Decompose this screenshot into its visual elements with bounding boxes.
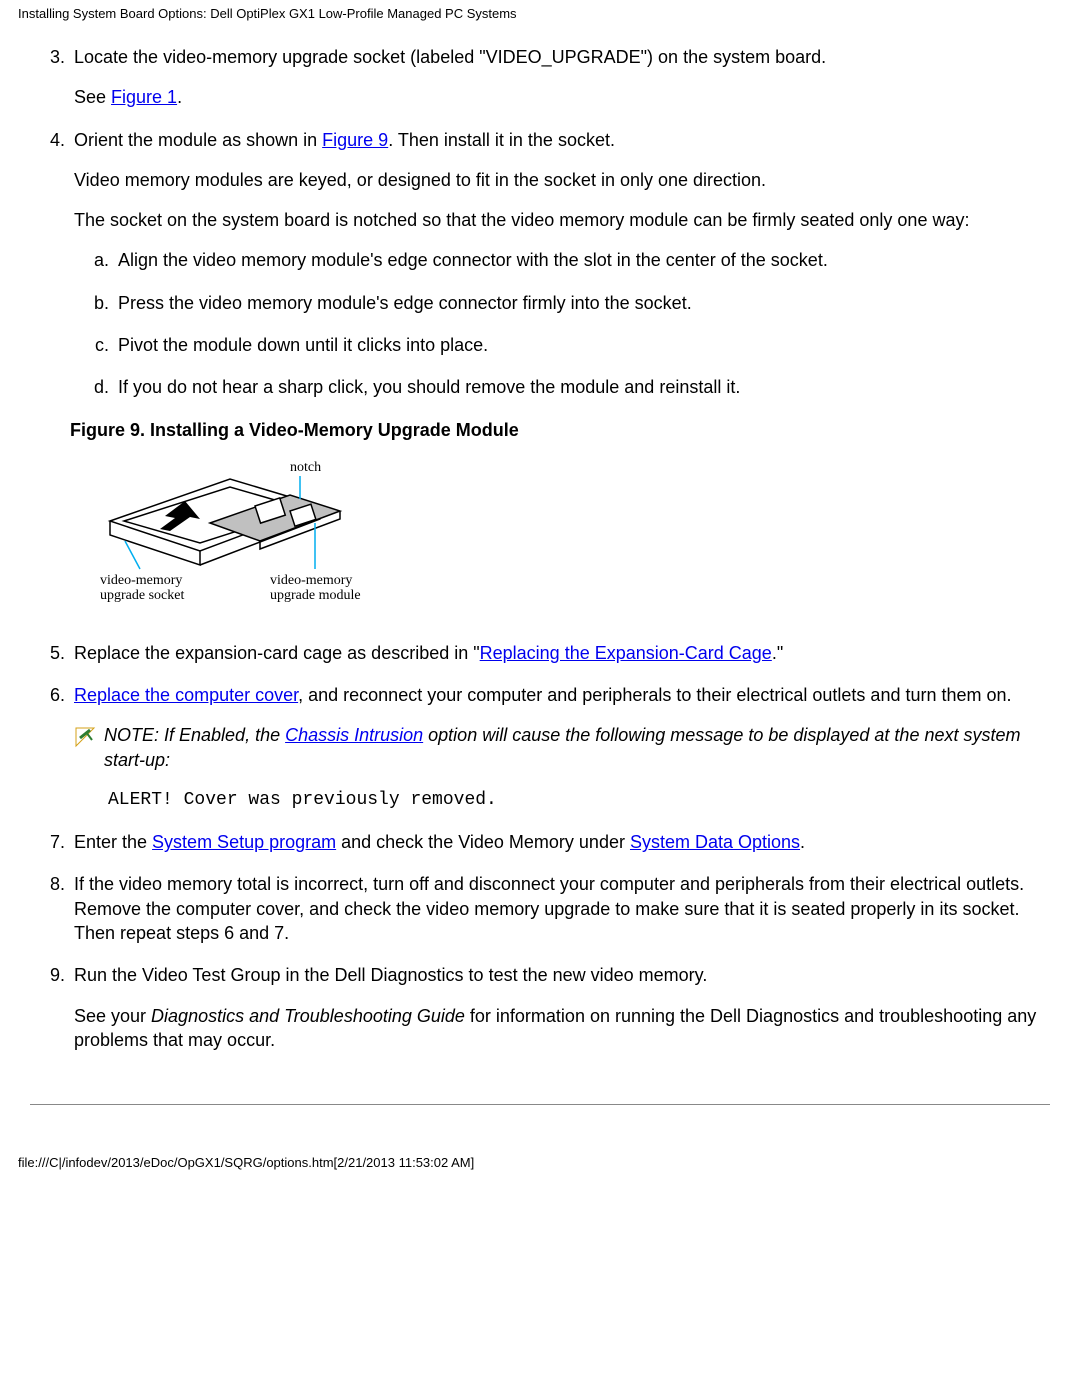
main-content: Locate the video-memory upgrade socket (… bbox=[0, 25, 1080, 1080]
instruction-list-cont: Replace the expansion-card cage as descr… bbox=[30, 641, 1050, 1053]
step-8: If the video memory total is incorrect, … bbox=[70, 872, 1050, 945]
step-4a: Align the video memory module's edge con… bbox=[114, 248, 1050, 272]
step-4-p1: Video memory modules are keyed, or desig… bbox=[74, 168, 1050, 192]
figure-9-diagram: notch video-memory upgrade socket video-… bbox=[90, 451, 370, 621]
alert-message: ALERT! Cover was previously removed. bbox=[108, 788, 1050, 812]
label-socket-1: video-memory bbox=[100, 573, 182, 588]
note-text: NOTE: If Enabled, the Chassis Intrusion … bbox=[104, 723, 1050, 772]
page-header: Installing System Board Options: Dell Op… bbox=[0, 0, 1080, 25]
figure-1-link[interactable]: Figure 1 bbox=[111, 87, 177, 107]
system-setup-link[interactable]: System Setup program bbox=[152, 832, 336, 852]
diagnostics-guide-title: Diagnostics and Troubleshooting Guide bbox=[151, 1006, 465, 1026]
replace-cover-link[interactable]: Replace the computer cover bbox=[74, 685, 298, 705]
step-3-see: See Figure 1. bbox=[74, 85, 1050, 109]
system-data-options-link[interactable]: System Data Options bbox=[630, 832, 800, 852]
step-9-p: See your Diagnostics and Troubleshooting… bbox=[74, 1004, 1050, 1053]
page-footer: file:///C|/infodev/2013/eDoc/OpGX1/SQRG/… bbox=[0, 1115, 1080, 1180]
step-7: Enter the System Setup program and check… bbox=[70, 830, 1050, 854]
chassis-intrusion-link[interactable]: Chassis Intrusion bbox=[285, 725, 423, 745]
step-4b: Press the video memory module's edge con… bbox=[114, 291, 1050, 315]
replacing-cage-link[interactable]: Replacing the Expansion-Card Cage bbox=[480, 643, 772, 663]
label-module-1: video-memory bbox=[270, 573, 352, 588]
step-3-text: Locate the video-memory upgrade socket (… bbox=[74, 47, 826, 67]
figure-9-caption: Figure 9. Installing a Video-Memory Upgr… bbox=[70, 420, 1050, 441]
step-9: Run the Video Test Group in the Dell Dia… bbox=[70, 963, 1050, 1052]
note-icon bbox=[74, 726, 96, 754]
label-notch: notch bbox=[290, 460, 321, 475]
horizontal-rule bbox=[30, 1104, 1050, 1105]
step-4-p2: The socket on the system board is notche… bbox=[74, 208, 1050, 232]
step-3: Locate the video-memory upgrade socket (… bbox=[70, 45, 1050, 110]
note-block: NOTE: If Enabled, the Chassis Intrusion … bbox=[74, 723, 1050, 772]
label-socket-2: upgrade socket bbox=[100, 588, 184, 603]
step-4: Orient the module as shown in Figure 9. … bbox=[70, 128, 1050, 400]
figure-9-link[interactable]: Figure 9 bbox=[322, 130, 388, 150]
instruction-list: Locate the video-memory upgrade socket (… bbox=[30, 45, 1050, 400]
step-4d: If you do not hear a sharp click, you sh… bbox=[114, 375, 1050, 399]
step-4-sublist: Align the video memory module's edge con… bbox=[74, 248, 1050, 399]
label-module-2: upgrade module bbox=[270, 588, 361, 603]
step-6: Replace the computer cover, and reconnec… bbox=[70, 683, 1050, 812]
step-5: Replace the expansion-card cage as descr… bbox=[70, 641, 1050, 665]
step-4c: Pivot the module down until it clicks in… bbox=[114, 333, 1050, 357]
